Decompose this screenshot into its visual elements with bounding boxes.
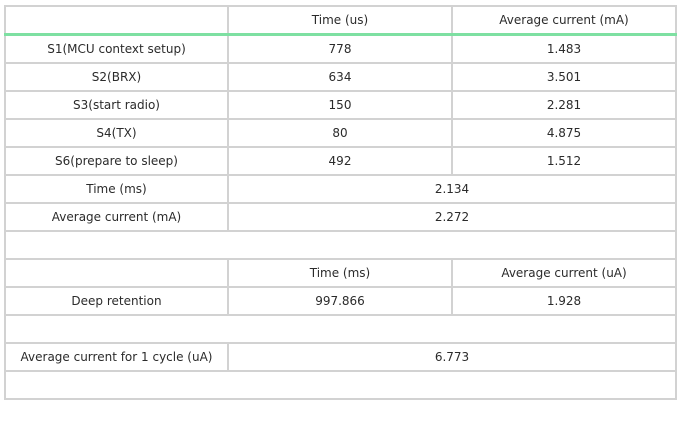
retention-row: Deep retention 997.866 1.928: [4, 286, 677, 316]
stage-time: 634: [227, 62, 453, 92]
cycle-label: Average current for 1 cycle (uA): [4, 342, 229, 372]
stage-current: 2.281: [451, 90, 677, 120]
retention-label: Deep retention: [4, 286, 229, 316]
stage-label: S2(BRX): [4, 62, 229, 92]
header-cell-average-current-ma: Average current (mA): [451, 5, 677, 36]
spacer-row: [4, 314, 677, 344]
power-consumption-table: Time (us) Average current (mA) S1(MCU co…: [4, 5, 677, 400]
header-cell-average-current-ua: Average current (uA): [451, 258, 677, 288]
cycle-value: 6.773: [227, 342, 677, 372]
retention-header-row: Time (ms) Average current (uA): [4, 258, 677, 288]
stage-label: S4(TX): [4, 118, 229, 148]
table-header-row: Time (us) Average current (mA): [4, 5, 677, 36]
stage-current: 1.483: [451, 33, 677, 64]
summary-label: Time (ms): [4, 174, 229, 204]
header-cell-empty: [4, 258, 229, 288]
header-cell-time-us: Time (us): [227, 5, 453, 36]
stage-current: 3.501: [451, 62, 677, 92]
spacer-cell: [4, 230, 677, 260]
spacer-row: [4, 230, 677, 260]
stage-label: S3(start radio): [4, 90, 229, 120]
spacer-cell: [4, 314, 677, 344]
stage-time: 492: [227, 146, 453, 176]
spacer-row: [4, 370, 677, 400]
summary-row-time: Time (ms) 2.134: [4, 174, 677, 204]
stage-label: S1(MCU context setup): [4, 33, 229, 64]
table-row: S3(start radio) 150 2.281: [4, 90, 677, 120]
cycle-row: Average current for 1 cycle (uA) 6.773: [4, 342, 677, 372]
stage-current: 4.875: [451, 118, 677, 148]
summary-value: 2.134: [227, 174, 677, 204]
retention-time: 997.866: [227, 286, 453, 316]
table-row: S1(MCU context setup) 778 1.483: [4, 33, 677, 64]
stage-time: 778: [227, 33, 453, 64]
table-row: S4(TX) 80 4.875: [4, 118, 677, 148]
table-row: S2(BRX) 634 3.501: [4, 62, 677, 92]
summary-row-current: Average current (mA) 2.272: [4, 202, 677, 232]
spacer-cell: [4, 370, 677, 400]
summary-label: Average current (mA): [4, 202, 229, 232]
retention-current: 1.928: [451, 286, 677, 316]
stage-current: 1.512: [451, 146, 677, 176]
header-cell-time-ms: Time (ms): [227, 258, 453, 288]
stage-label: S6(prepare to sleep): [4, 146, 229, 176]
header-cell-empty: [4, 5, 229, 36]
stage-time: 150: [227, 90, 453, 120]
stage-time: 80: [227, 118, 453, 148]
table-row: S6(prepare to sleep) 492 1.512: [4, 146, 677, 176]
summary-value: 2.272: [227, 202, 677, 232]
